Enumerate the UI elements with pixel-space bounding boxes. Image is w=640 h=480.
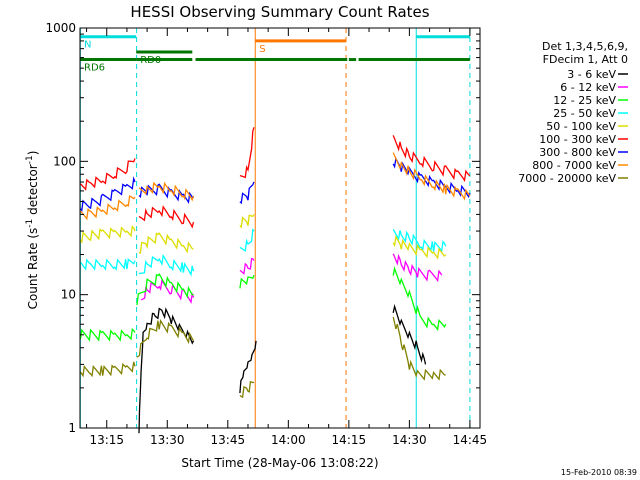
- timestamp: 15-Feb-2010 08:39: [561, 468, 637, 477]
- series-line-3-1: [138, 253, 195, 277]
- legend: Det 1,3,4,5,6,9,FDecim 1, Att 0 3 - 6 keV…: [518, 40, 628, 185]
- series-line-7-2: [392, 152, 471, 201]
- series-line-3-2: [239, 227, 255, 252]
- legend-label-3: 25 - 50 keV: [553, 107, 616, 120]
- y-tick-label-0: 1: [68, 421, 76, 435]
- y-axis-label-part: Count Rate (s: [26, 228, 40, 310]
- x-tick-label-3: 14:00: [271, 433, 306, 447]
- y-axis-label-part: -1: [25, 155, 35, 164]
- series-line-4-0: [80, 225, 136, 244]
- series-line-8-0: [79, 361, 136, 378]
- y-axis-label-part: detector: [26, 164, 40, 219]
- series-line-5-1: [138, 205, 195, 229]
- series-line-1-0: [140, 278, 195, 305]
- y-axis-label: Count Rate (s-1 detector-1): [25, 151, 40, 310]
- series-line-2-1: [136, 273, 194, 306]
- y-axis-label-part: -1: [25, 219, 35, 228]
- series-line-2-3: [392, 266, 447, 332]
- series-line-4-2: [239, 214, 255, 229]
- y-tick-label-1: 10: [61, 288, 76, 302]
- series-line-8-2: [239, 380, 255, 399]
- series-line-0-1: [239, 340, 257, 394]
- plot-frame: [79, 27, 481, 429]
- series-line-8-1: [136, 318, 195, 358]
- series-line-6-2: [239, 181, 255, 205]
- series-line-4-1: [138, 232, 194, 254]
- series-line-2-0: [79, 328, 136, 342]
- legend-label-5: 100 - 300 keV: [539, 133, 616, 146]
- series-line-4-3: [392, 235, 447, 260]
- state-label-3: S: [259, 44, 265, 55]
- legend-label-7: 800 - 7000 keV: [532, 159, 616, 172]
- y-axis-label-part: ): [26, 151, 40, 156]
- series-line-8-3: [392, 316, 446, 381]
- x-tick-label-5: 14:30: [392, 433, 427, 447]
- series-line-3-0: [79, 258, 136, 271]
- plot-axes: 1 10 100 1000 13:15 13:30 13:45 14:00 14:15 14:30…: [45, 21, 487, 447]
- x-tick-label-1: 13:30: [150, 433, 185, 447]
- series-line-7-1: [138, 181, 195, 202]
- series-line-3-3: [392, 229, 447, 253]
- legend-label-8: 7000 - 20000 keV: [518, 172, 616, 185]
- x-tick-label-4: 14:15: [332, 433, 367, 447]
- plot-marks: RD6 RD0 N S: [79, 28, 471, 434]
- state-label-1: RD0: [140, 55, 161, 66]
- series-line-6-0: [80, 176, 136, 212]
- series-line-6-3: [392, 156, 471, 199]
- legend-label-6: 300 - 800 keV: [539, 146, 616, 159]
- x-tick-label-6: 14:45: [453, 433, 488, 447]
- legend-label-2: 12 - 25 keV: [553, 94, 616, 107]
- legend-label-1: 6 - 12 keV: [560, 81, 616, 94]
- series-line-5-2: [239, 127, 255, 179]
- series-line-0-2: [392, 303, 427, 365]
- legend-header-0: Det 1,3,4,5,6,9,: [542, 40, 628, 53]
- legend-label-4: 50 - 100 keV: [546, 120, 616, 133]
- x-axis-label: Start Time (28-May-06 13:08:22): [181, 456, 378, 470]
- x-tick-label-0: 13:15: [89, 433, 124, 447]
- x-tick-label-2: 13:45: [211, 433, 246, 447]
- y-tick-label-2: 100: [53, 154, 76, 168]
- series-line-5-3: [392, 135, 471, 183]
- series-line-2-2: [239, 274, 255, 289]
- series-line-1-1: [239, 257, 255, 275]
- series-line-5-0: [80, 158, 136, 191]
- legend-header-1: FDecim 1, Att 0: [543, 53, 628, 66]
- y-tick-label-3: 1000: [45, 21, 76, 35]
- series-line-7-0: [80, 194, 136, 221]
- state-label-0: RD6: [84, 63, 105, 74]
- legend-label-0: 3 - 6 keV: [567, 68, 616, 81]
- state-label-2: N: [84, 40, 91, 51]
- series-line-1-2: [392, 253, 443, 283]
- series-line-0-0: [138, 307, 195, 434]
- chart-title: HESSI Observing Summary Count Rates: [130, 3, 429, 21]
